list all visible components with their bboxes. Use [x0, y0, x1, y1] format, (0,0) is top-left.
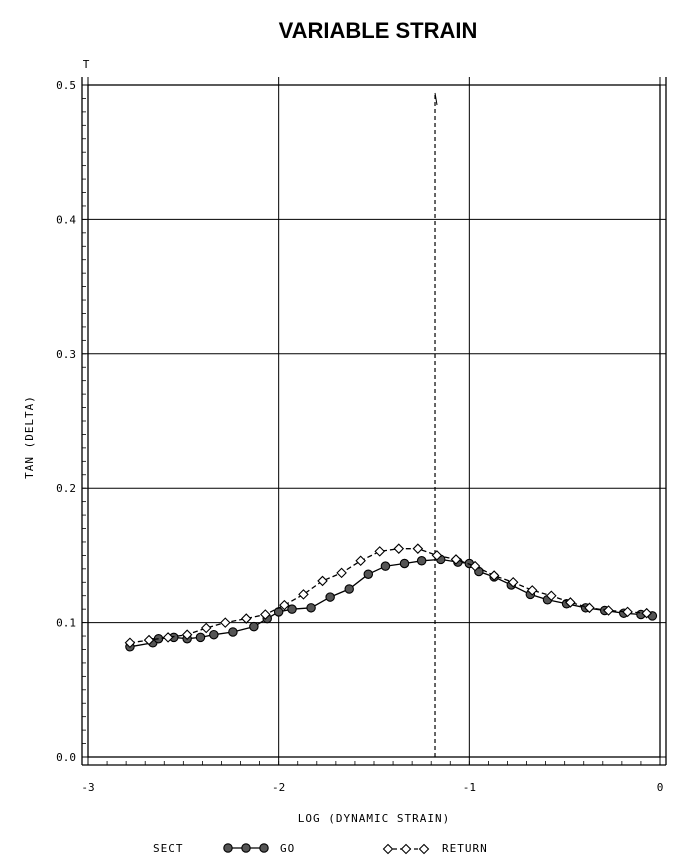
x-axis-label: LOG (DYNAMIC STRAIN): [298, 812, 450, 825]
y-tick-label: 0.3: [56, 348, 76, 361]
return-point: [143, 634, 155, 646]
go-point: [399, 558, 410, 569]
return-point: [469, 560, 481, 572]
y-tick-label: 0.4: [56, 213, 76, 226]
grid-lines: [82, 77, 666, 765]
return-point: [279, 599, 290, 611]
return-point: [336, 567, 347, 579]
legend-go-label: GO: [280, 842, 295, 855]
y-tick-label: 0.2: [56, 482, 76, 495]
series-go: [125, 554, 658, 652]
plot-frame: [81, 77, 667, 766]
corner-label: T: [83, 58, 90, 71]
minor-ticks: [82, 84, 661, 765]
series-return: [124, 543, 652, 649]
x-tick-labels: -3 -2 -1 0: [81, 781, 663, 794]
series-line-return: [129, 548, 647, 644]
go-point: [209, 629, 219, 640]
y-tick-label: 0.0: [56, 751, 76, 764]
x-tick-label: -2: [272, 781, 285, 794]
return-point: [584, 602, 595, 614]
return-point: [200, 622, 212, 634]
go-point: [259, 843, 269, 853]
vertical-marker-tip: [434, 92, 438, 106]
return-point: [418, 843, 430, 855]
return-point: [220, 617, 231, 628]
legend: SECT GO RETURN: [153, 842, 488, 855]
return-point: [374, 546, 385, 557]
return-point: [162, 632, 174, 643]
return-point: [412, 543, 424, 554]
return-point: [526, 585, 538, 596]
go-point: [249, 621, 259, 632]
go-point: [325, 592, 335, 602]
legend-return-label: RETURN: [442, 842, 488, 855]
go-point: [344, 584, 354, 594]
legend-return-swatch: [382, 843, 430, 855]
return-point: [450, 554, 462, 565]
return-point: [507, 577, 519, 588]
y-tick-label: 0.1: [56, 617, 76, 630]
return-point: [603, 605, 614, 616]
x-tick-label: -3: [81, 781, 94, 794]
y-tick-labels: 0.0 0.1 0.2 0.3 0.4 0.5: [56, 79, 76, 764]
return-point: [124, 637, 136, 649]
go-point: [273, 607, 284, 617]
y-tick-label: 0.5: [56, 79, 76, 92]
return-point: [431, 550, 443, 561]
go-point: [306, 603, 316, 613]
go-point: [380, 561, 391, 571]
go-point: [287, 604, 297, 614]
return-point: [355, 555, 366, 567]
go-point: [416, 556, 427, 566]
return-point: [622, 606, 633, 618]
chart-title: VARIABLE STRAIN: [279, 18, 478, 43]
return-point: [565, 597, 576, 608]
return-point: [641, 607, 652, 619]
return-point: [382, 843, 394, 855]
go-point: [195, 632, 206, 643]
y-axis-label: TAN (DELTA): [23, 395, 36, 479]
return-point: [298, 589, 309, 600]
return-point: [240, 613, 252, 624]
go-point: [241, 843, 251, 853]
legend-prefix: SECT: [153, 842, 184, 855]
return-point: [181, 629, 193, 640]
return-point: [488, 570, 500, 581]
return-point: [393, 543, 405, 554]
go-point: [228, 627, 238, 637]
return-point: [400, 843, 412, 855]
plot-border: [87, 84, 661, 758]
go-point: [223, 843, 233, 853]
return-point: [546, 590, 557, 601]
x-tick-label: -1: [463, 781, 476, 794]
legend-go-swatch: [223, 843, 269, 853]
return-point: [260, 609, 271, 620]
series-group: [124, 543, 658, 652]
x-tick-label: 0: [657, 781, 664, 794]
go-point: [363, 569, 374, 579]
vertical-marker-group: [434, 92, 438, 757]
return-point: [317, 575, 328, 587]
